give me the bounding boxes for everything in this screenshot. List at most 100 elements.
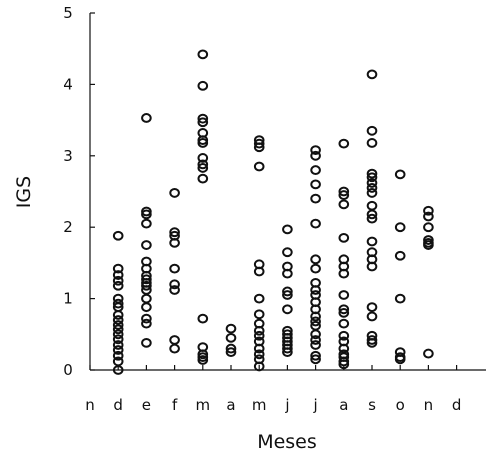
x-axis-title: Meses bbox=[257, 431, 317, 453]
data-point bbox=[423, 222, 434, 233]
data-point bbox=[253, 330, 265, 341]
data-point bbox=[112, 324, 124, 335]
data-point bbox=[253, 361, 265, 372]
x-tick-label: f bbox=[172, 396, 178, 414]
data-point bbox=[423, 348, 434, 359]
y-tick-label: 1 bbox=[63, 290, 73, 308]
data-point bbox=[366, 302, 378, 313]
data-point bbox=[112, 230, 124, 241]
data-point bbox=[169, 188, 180, 198]
data-point bbox=[423, 240, 434, 250]
data-point bbox=[253, 349, 265, 360]
data-point bbox=[112, 334, 124, 345]
data-point bbox=[394, 250, 406, 261]
data-point bbox=[225, 332, 237, 343]
data-point bbox=[253, 161, 265, 172]
data-point bbox=[282, 268, 293, 279]
data-point bbox=[338, 359, 350, 370]
data-point bbox=[366, 172, 378, 183]
data-point bbox=[366, 168, 378, 179]
data-point bbox=[338, 186, 350, 197]
data-point bbox=[366, 311, 378, 322]
data-point bbox=[253, 266, 265, 277]
x-tick-label: m bbox=[195, 396, 210, 414]
data-point bbox=[197, 113, 209, 124]
data-point bbox=[282, 290, 293, 300]
data-point bbox=[112, 340, 124, 350]
x-tick-label: n bbox=[85, 396, 95, 414]
data-point bbox=[310, 165, 321, 175]
data-point bbox=[394, 222, 406, 233]
data-point bbox=[253, 142, 265, 153]
y-tick-label: 4 bbox=[63, 75, 73, 93]
data-point bbox=[423, 205, 434, 216]
data-point bbox=[253, 309, 265, 320]
data-point bbox=[338, 318, 350, 329]
data-point bbox=[169, 285, 180, 295]
data-point bbox=[197, 49, 209, 60]
data-point bbox=[366, 188, 378, 198]
data-point bbox=[197, 355, 209, 365]
y-tick-label: 2 bbox=[63, 218, 73, 236]
data-point bbox=[169, 263, 180, 274]
data-point bbox=[253, 138, 265, 149]
data-point bbox=[310, 218, 321, 229]
data-point bbox=[338, 330, 350, 341]
data-point bbox=[282, 286, 293, 297]
data-point bbox=[112, 263, 124, 274]
data-point bbox=[310, 285, 321, 295]
data-point bbox=[197, 159, 209, 170]
data-point bbox=[141, 274, 152, 285]
data-point bbox=[310, 193, 321, 204]
x-tick-label: d bbox=[113, 396, 123, 414]
data-point bbox=[197, 117, 209, 128]
data-point bbox=[310, 340, 321, 350]
data-point bbox=[310, 311, 321, 322]
data-point bbox=[310, 179, 321, 190]
data-point bbox=[282, 304, 293, 315]
data-point bbox=[366, 178, 378, 188]
data-point bbox=[141, 337, 152, 348]
data-point bbox=[197, 313, 209, 324]
x-tick-label: j bbox=[313, 396, 318, 414]
data-point bbox=[366, 200, 378, 211]
data-point bbox=[253, 293, 265, 304]
data-point bbox=[141, 113, 152, 123]
data-point bbox=[423, 211, 434, 222]
data-point bbox=[366, 261, 378, 272]
data-point bbox=[141, 302, 152, 313]
data-point bbox=[112, 345, 124, 355]
data-point bbox=[366, 138, 378, 148]
data-point bbox=[197, 173, 209, 184]
data-point bbox=[310, 316, 321, 327]
data-point bbox=[338, 304, 350, 315]
data-point bbox=[112, 365, 124, 375]
data-points bbox=[112, 49, 434, 375]
data-point bbox=[338, 190, 350, 200]
data-point bbox=[338, 307, 350, 318]
data-point bbox=[310, 145, 321, 155]
data-point bbox=[338, 233, 350, 243]
data-point bbox=[338, 199, 350, 210]
x-tick-label: a bbox=[339, 396, 348, 414]
data-point bbox=[225, 343, 237, 354]
data-point bbox=[394, 169, 406, 180]
data-point bbox=[141, 209, 152, 220]
y-tick-label: 5 bbox=[63, 4, 73, 22]
data-point bbox=[310, 350, 321, 361]
x-tick-label: d bbox=[452, 396, 462, 414]
data-point bbox=[112, 270, 124, 280]
data-point bbox=[366, 209, 378, 220]
data-point bbox=[310, 354, 321, 365]
data-point bbox=[112, 320, 124, 330]
data-point bbox=[253, 325, 265, 336]
data-point bbox=[366, 337, 378, 348]
data-point bbox=[394, 293, 406, 304]
data-point bbox=[141, 280, 152, 291]
data-point bbox=[141, 218, 152, 229]
data-point bbox=[112, 329, 124, 340]
data-point bbox=[366, 213, 378, 224]
data-point bbox=[282, 247, 293, 258]
data-point bbox=[197, 138, 209, 148]
